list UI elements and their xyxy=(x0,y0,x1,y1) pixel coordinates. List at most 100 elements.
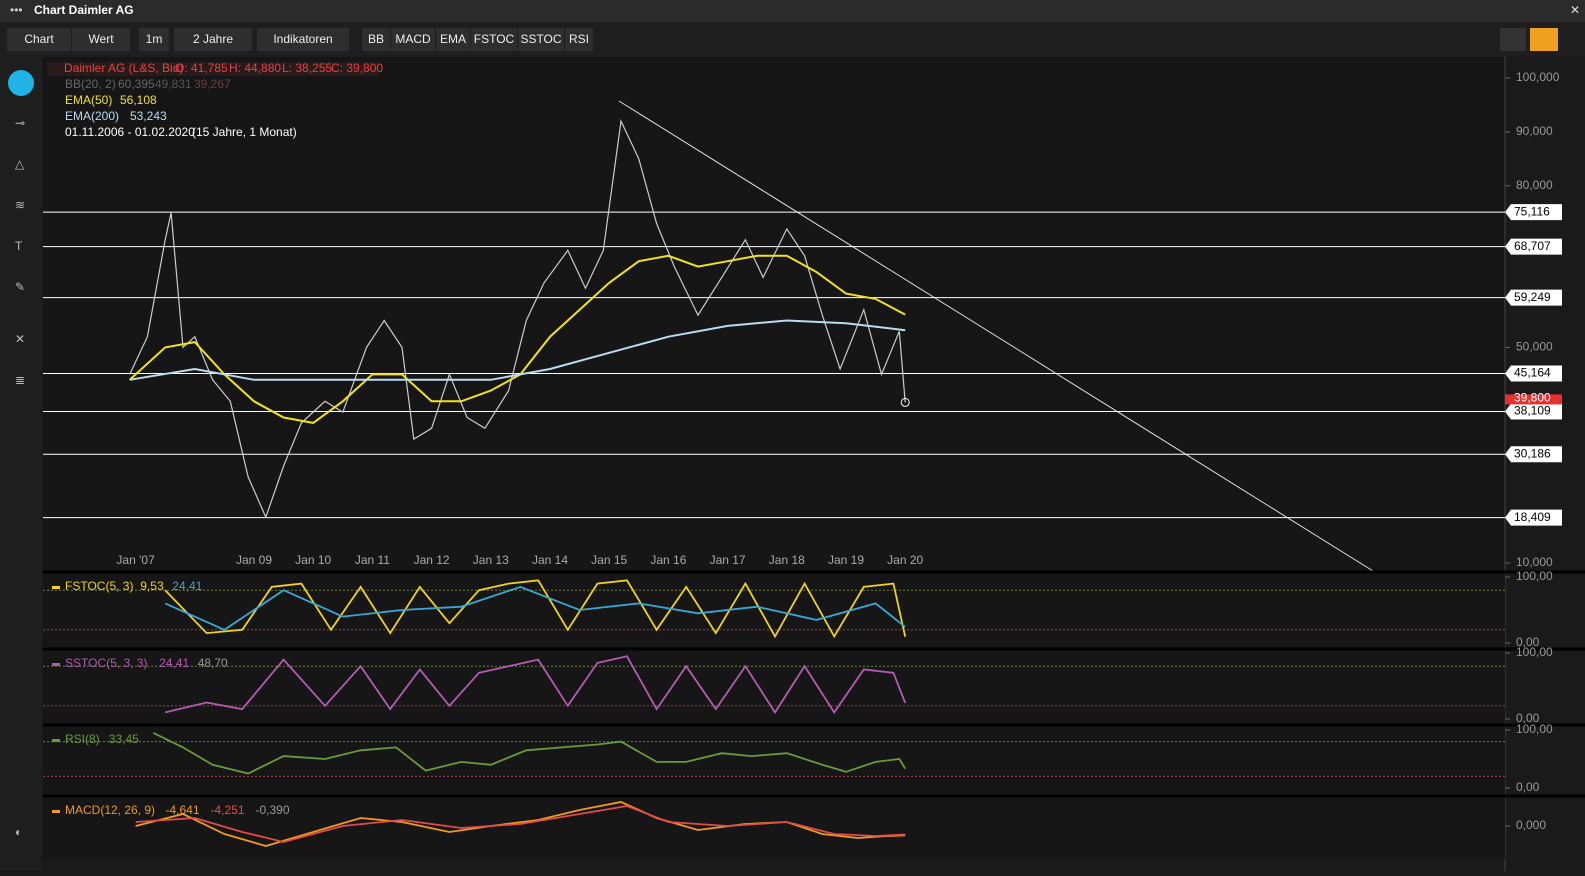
level-tag xyxy=(1505,365,1562,382)
legend-ohlc: L: 38,255 xyxy=(282,61,332,75)
indicator-reading: -4,641 xyxy=(166,803,200,817)
x-tick-label: Jan 13 xyxy=(473,553,509,567)
x-tick-label: Jan 20 xyxy=(887,553,923,567)
toolbar-label: MACD xyxy=(395,32,431,46)
indicator-pane xyxy=(43,797,1505,860)
legend-instrument: Daimler AG (L&S, Bid) xyxy=(64,61,183,75)
legend-bb: BB(20, 2) xyxy=(65,77,116,91)
tool-btn[interactable] xyxy=(1500,28,1526,51)
toolbar-button[interactable] xyxy=(436,28,470,51)
legend-ema: EMA(200) xyxy=(65,109,119,123)
toolbar-button[interactable] xyxy=(565,28,593,51)
indicator-line xyxy=(164,655,907,715)
toolbar-button[interactable] xyxy=(257,28,349,51)
level-tag xyxy=(1505,238,1562,255)
toolbar-label: 2 Jahre xyxy=(193,32,233,46)
y-tick-label: 0,000 xyxy=(1516,818,1546,832)
toolbar-button[interactable] xyxy=(362,28,390,51)
y-tick-label: 50,000 xyxy=(1516,340,1553,354)
sidebar-icon[interactable]: T xyxy=(15,239,23,253)
sidebar-icon[interactable]: ✎ xyxy=(15,280,25,294)
legend-period-note: (15 Jahre, 1 Monat) xyxy=(192,125,297,139)
toolbar-button[interactable] xyxy=(139,28,169,51)
x-tick-label: Jan 17 xyxy=(710,553,746,567)
level-tag xyxy=(1505,204,1562,221)
indicator-name: SSTOC(5, 3, 3) xyxy=(65,656,147,670)
sidebar-icon[interactable] xyxy=(8,70,34,96)
toolbar-button[interactable] xyxy=(7,28,71,51)
x-tick-label: Jan 11 xyxy=(355,553,390,567)
toolbar-label: BB xyxy=(368,32,384,46)
trend-line xyxy=(618,100,1374,572)
sidebar-icon[interactable]: ≣ xyxy=(15,373,25,387)
indicator-reading: 33,45 xyxy=(109,732,139,746)
indicator-line xyxy=(164,585,906,631)
indicator-line xyxy=(164,579,907,639)
y-tick-label: 0,00 xyxy=(1516,780,1540,794)
legend-swatch xyxy=(52,586,60,589)
legend-ohlc: H: 44,880 xyxy=(229,61,281,75)
legend-bb: 60,395 xyxy=(118,77,155,91)
legend-bb: 39,267 xyxy=(194,77,231,91)
last-price-tag xyxy=(1505,394,1562,405)
toolbar-button[interactable] xyxy=(471,28,517,51)
y-tick-label: 80,000 xyxy=(1516,178,1553,192)
menu-dots[interactable]: ••• xyxy=(10,3,23,17)
toolbar-button[interactable] xyxy=(174,28,252,51)
close[interactable]: ✕ xyxy=(1570,3,1580,17)
toolbar-label: Indikatoren xyxy=(273,32,332,46)
legend-bg xyxy=(47,62,379,76)
x-tick-label: Jan 14 xyxy=(532,553,568,567)
level-tag xyxy=(1505,509,1562,526)
toolbar-label: Wert xyxy=(88,32,114,46)
legend-swatch xyxy=(52,810,60,813)
window-title: Chart Daimler AG xyxy=(34,3,134,17)
toolbar-button[interactable] xyxy=(72,28,130,51)
indicator-reading: 48,70 xyxy=(198,656,228,670)
x-tick-label: Jan 19 xyxy=(828,553,864,567)
legend-ema: EMA(50) xyxy=(65,93,112,107)
sidebar-icon[interactable]: △ xyxy=(15,157,25,171)
legend-swatch xyxy=(52,663,60,666)
level-label: 18,409 xyxy=(1514,510,1551,524)
last-price-label: 39,800 xyxy=(1514,391,1551,405)
toolbar-label: Chart xyxy=(24,32,54,46)
sidebar-icon[interactable]: ≋ xyxy=(15,198,25,212)
indicator-name: RSI(8) xyxy=(65,732,100,746)
y-tick-label: 0,00 xyxy=(1516,711,1540,725)
last-price-marker xyxy=(900,397,910,407)
level-label: 38,109 xyxy=(1514,404,1551,418)
x-tick-label: Jan 16 xyxy=(650,553,686,567)
indicator-reading: 9,53 xyxy=(140,579,164,593)
x-tick-label: Jan '07 xyxy=(116,553,155,567)
y-tick-label: 0,00 xyxy=(1516,635,1540,649)
sidebar-icon[interactable]: ⊸ xyxy=(15,116,25,130)
y-tick-label: 100,00 xyxy=(1516,645,1553,659)
toolbar-button[interactable] xyxy=(518,28,564,51)
y-tick-label: 90,000 xyxy=(1516,124,1553,138)
price-series xyxy=(129,319,906,381)
level-label: 30,186 xyxy=(1514,446,1551,460)
toolbar-button[interactable] xyxy=(391,28,435,51)
settings-btn[interactable] xyxy=(1530,28,1558,51)
y-tick-label: 100,00 xyxy=(1516,722,1553,736)
indicator-name: FSTOC(5, 3) xyxy=(65,579,133,593)
y-tick-label: 100,00 xyxy=(1516,569,1553,583)
sidebar-icon[interactable]: ◐ xyxy=(15,825,22,839)
level-tag xyxy=(1505,289,1562,306)
sidebar-icon[interactable]: ✕ xyxy=(15,332,25,346)
level-tag xyxy=(1505,403,1562,420)
level-label: 59,249 xyxy=(1514,290,1551,304)
indicator-reading: 24,41 xyxy=(172,579,202,593)
legend-ohlc: O: 41,785 xyxy=(175,61,228,75)
indicator-reading: -0,390 xyxy=(256,803,290,817)
x-tick-label: Jan 12 xyxy=(414,553,450,567)
toolbar-label: FSTOC xyxy=(474,32,515,46)
toolbar-label: SSTOC xyxy=(520,32,561,46)
legend-swatch xyxy=(52,739,60,742)
price-pane xyxy=(43,57,1505,571)
legend-ema: 53,243 xyxy=(130,109,167,123)
indicator-reading: -4,251 xyxy=(211,803,245,817)
legend-ohlc: C: 39,800 xyxy=(331,61,383,75)
x-tick-label: Jan 09 xyxy=(236,553,272,567)
